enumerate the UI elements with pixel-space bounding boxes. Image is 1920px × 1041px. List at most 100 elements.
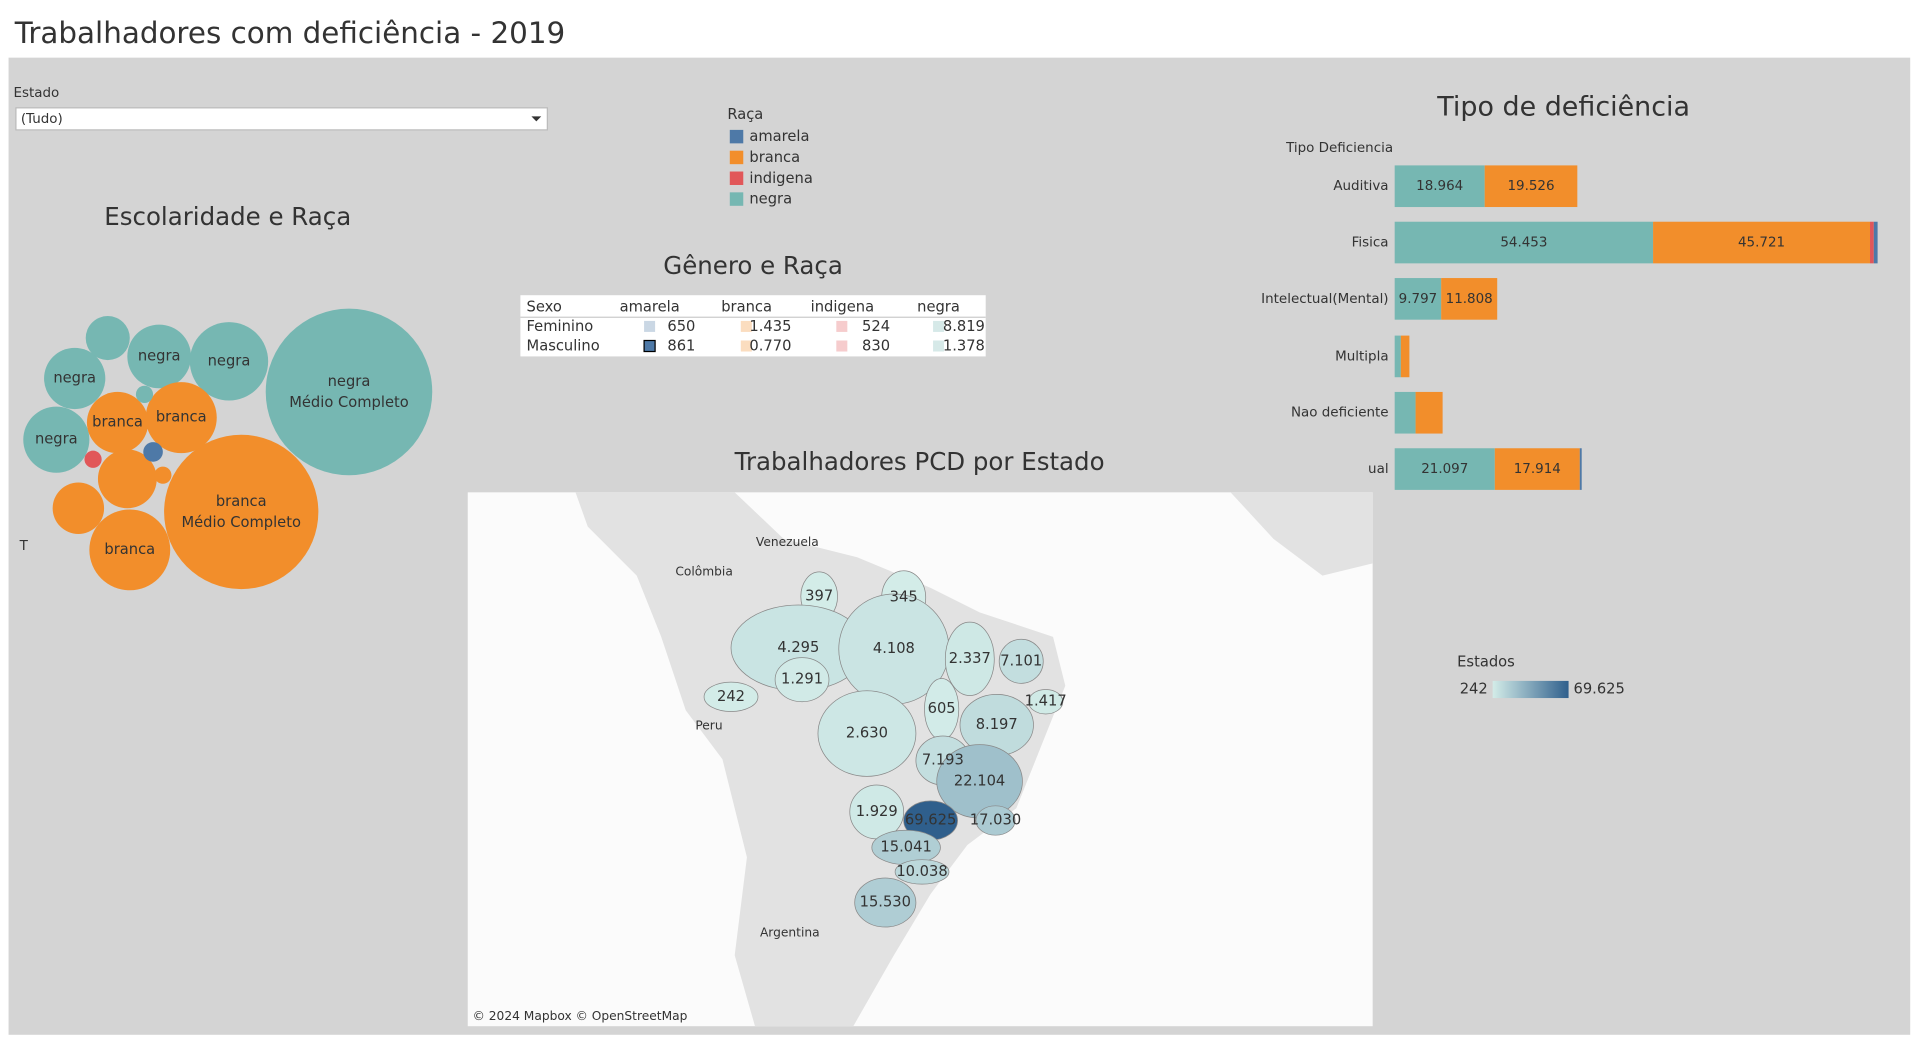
filter-dropdown[interactable] (15, 107, 548, 131)
cell-value: 861 (667, 338, 695, 355)
bubble-label: negra (138, 347, 181, 364)
bar-label: 11.808 (1446, 292, 1493, 307)
bar-category: Multipla (1335, 349, 1388, 364)
state (944, 621, 995, 696)
bubble (265, 308, 433, 476)
bubble (89, 509, 171, 591)
bubble (44, 347, 106, 410)
legend-swatch (729, 150, 744, 165)
color-legend-min: 242 (1460, 680, 1488, 697)
filter-label: Estado (13, 86, 59, 101)
state-label: 1.417 (1025, 693, 1067, 710)
state-label: 1.929 (856, 803, 898, 820)
cell-swatch (933, 340, 945, 352)
cell-swatch (740, 320, 752, 332)
map-credit: © 2024 Mapbox © OpenStreetMap (473, 1009, 688, 1023)
table-header: branca (721, 298, 772, 315)
state-label: 605 (928, 700, 956, 717)
state-label: 345 (890, 589, 918, 606)
bubble-label: branca (92, 414, 143, 431)
state (817, 690, 917, 777)
bar-label: 54.453 (1500, 236, 1547, 251)
bar-category: Nao deficiente (1291, 406, 1389, 421)
bar-label: 21.097 (1421, 462, 1468, 477)
bubble-label: branca (216, 493, 267, 510)
state-label: 4.108 (873, 640, 915, 657)
bubble (127, 324, 192, 389)
bar-category: ual (1368, 462, 1389, 477)
bubble-level: Médio Completo (289, 394, 409, 411)
color-legend-title: Estados (1457, 654, 1515, 671)
filter-value[interactable]: (Tudo) (21, 112, 63, 127)
state-label: 15.041 (880, 838, 931, 855)
state-label: 397 (805, 587, 833, 604)
cell-swatch (836, 320, 848, 332)
bar-segment (1400, 335, 1410, 378)
cell-swatch (644, 320, 656, 332)
table-title: Gênero e Raça (663, 251, 843, 280)
color-legend-ramp (1492, 680, 1569, 699)
state-label: 1.291 (781, 671, 823, 688)
state-label: 22.104 (954, 772, 1005, 789)
bar-segment (1494, 448, 1580, 490)
bubble (189, 322, 269, 401)
dropdown-arrow[interactable] (531, 116, 542, 122)
cell-value: 830 (862, 338, 890, 355)
state-label: 2.630 (846, 725, 888, 742)
bar-category: Fisica (1352, 236, 1389, 251)
bubble-label: negra (53, 369, 96, 386)
legend-swatch (729, 171, 744, 185)
bar-segment (1873, 221, 1878, 264)
table-header: negra (917, 298, 960, 315)
bar-segment (1394, 448, 1495, 490)
bubble (52, 482, 105, 534)
bar-segment (1579, 448, 1582, 490)
bubble (154, 466, 172, 484)
bar-segment (1394, 278, 1442, 320)
bar-segment (1394, 391, 1416, 434)
cell-value: 1.378 (943, 338, 985, 355)
bar-segment (1415, 391, 1443, 434)
cell-swatch (740, 340, 752, 352)
state (998, 638, 1044, 684)
bar-segment (1394, 221, 1654, 264)
bar-axis-title: Tipo Deficiencia (1285, 141, 1393, 156)
cell-swatch (933, 320, 945, 332)
row-header: Masculino (527, 338, 600, 355)
bar-label: 18.964 (1416, 179, 1463, 194)
land (1230, 492, 1373, 576)
bubble (23, 406, 90, 473)
bubble-level: Médio Completo (181, 514, 301, 531)
state-label: 2.337 (949, 650, 991, 667)
state (894, 859, 950, 885)
state-label: 7.193 (922, 751, 964, 768)
map-states: 397 345 4.295 4.108 2.337 7.101 1.417 242 1.291 2… (675, 535, 1066, 940)
bubble (145, 382, 217, 454)
legend-label: amarela (749, 128, 809, 145)
table-header: Sexo (527, 298, 562, 315)
map-title: Trabalhadores PCD por Estado (734, 447, 1105, 476)
bar-category: Auditiva (1333, 179, 1388, 194)
bar-label: 19.526 (1507, 179, 1554, 194)
state-label: 10.038 (896, 863, 947, 880)
bar-segment (1394, 335, 1401, 378)
legend-swatch (729, 192, 744, 206)
bubble (86, 391, 149, 454)
state-label: 7.101 (1000, 652, 1042, 669)
bar-category: Intelectual(Mental) (1261, 292, 1388, 307)
state-label: 4.295 (777, 639, 819, 656)
legend-swatch (729, 129, 744, 144)
bar-segment (1484, 165, 1578, 208)
bar-segment (1653, 221, 1871, 264)
legend-label: branca (749, 149, 800, 166)
state-label: 17.030 (970, 811, 1021, 828)
bar-segment (1870, 221, 1874, 264)
bar-title: Tipo de deficiência (1436, 91, 1690, 122)
cell-value: 524 (862, 318, 890, 335)
state (703, 681, 759, 712)
dashboard-title: Trabalhadores com deficiência - 2019 (14, 16, 566, 50)
bubble-label: negra (208, 352, 251, 369)
state (854, 877, 917, 928)
bubble (97, 449, 157, 509)
